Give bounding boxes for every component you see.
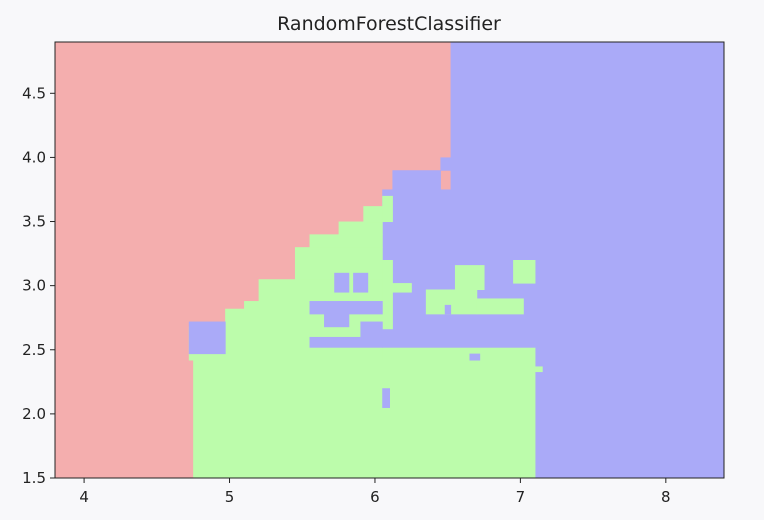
region-class-2 (309, 336, 383, 348)
decision-regions (55, 42, 724, 478)
x-tick-label: 4 (79, 488, 89, 506)
region-class-2 (392, 170, 441, 190)
x-tick-label: 8 (661, 488, 671, 506)
y-axis: 1.5 2.0 2.5 3.0 3.5 4.0 4.5 (22, 84, 55, 487)
y-tick-label: 2.0 (22, 405, 46, 423)
y-tick-label: 4.0 (22, 148, 46, 166)
y-tick-label: 3.0 (22, 277, 46, 295)
region-class-1 (382, 195, 393, 223)
x-tick-label: 6 (370, 488, 380, 506)
region-class-2 (382, 388, 390, 408)
region-class-1 (454, 265, 485, 290)
region-class-1 (513, 260, 536, 284)
region-class-1 (338, 221, 383, 235)
region-class-1 (392, 283, 412, 293)
region-class-2 (440, 157, 452, 171)
region-class-2 (188, 321, 226, 355)
region-class-2 (360, 321, 383, 338)
region-class-1 (382, 260, 393, 351)
region-class-2 (469, 353, 481, 361)
y-tick-label: 4.5 (22, 84, 46, 102)
y-tick-label: 2.5 (22, 341, 46, 359)
x-tick-label: 5 (225, 488, 235, 506)
x-tick-label: 7 (516, 488, 526, 506)
region-class-1 (425, 289, 478, 315)
plot-frame (54, 41, 725, 479)
region-class-1 (258, 279, 383, 302)
region-class-1 (309, 234, 383, 248)
region-class-2 (444, 304, 452, 315)
region-class-2 (309, 301, 327, 315)
region-class-2 (382, 329, 536, 348)
region-class-1 (363, 206, 383, 223)
y-tick-label: 1.5 (22, 469, 46, 487)
region-class-1 (476, 298, 524, 315)
region-class-2 (334, 272, 350, 293)
x-axis: 4 5 6 7 8 (79, 478, 671, 506)
region-class-1 (382, 347, 536, 361)
region-class-1 (193, 360, 536, 478)
region-class-2 (338, 301, 383, 315)
y-tick-label: 3.5 (22, 213, 46, 231)
plot-area (54, 41, 725, 479)
region-class-1 (534, 366, 543, 373)
region-class-2 (353, 272, 369, 293)
chart-title: RandomForestClassifier (277, 13, 501, 35)
